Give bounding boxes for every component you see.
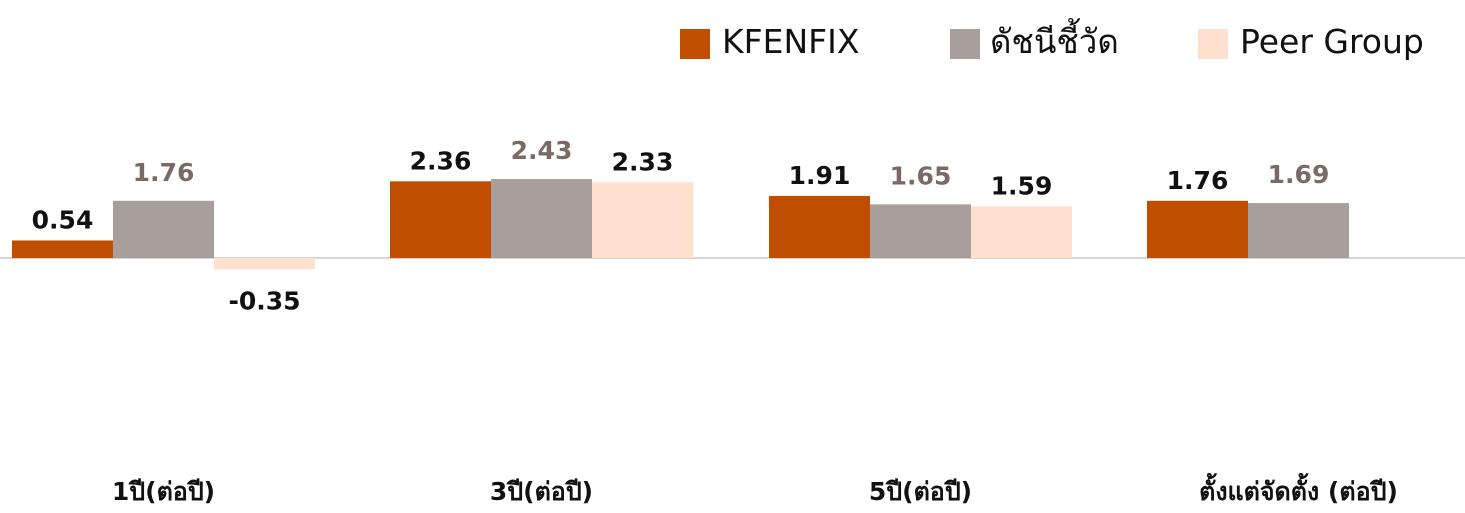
category-labels-group: 1ปี(ต่อปี) 3ปี(ต่อปี) 5ปี(ต่อปี) ตั้งแต่จัด… (112, 472, 1398, 506)
legend: KFENFIX ดัชนีชี้วัด Peer Group (680, 18, 1424, 61)
bar-kfenfix-3 (1147, 200, 1248, 258)
bar-peer-group-1 (592, 182, 693, 258)
value-label-benchmark-1: 2.43 (511, 136, 573, 165)
category-label-0: 1ปี(ต่อปี) (112, 477, 215, 506)
legend-label-peer-group: Peer Group (1240, 22, 1424, 61)
bar-peer-group-2 (971, 206, 1072, 258)
legend-swatch-benchmark (950, 29, 980, 59)
bar-benchmark-1 (491, 179, 592, 258)
value-label-kfenfix-0: 0.54 (32, 205, 94, 234)
value-label-kfenfix-1: 2.36 (410, 146, 472, 175)
category-label-3: ตั้งแต่จัดตั้ง (ต่อปี) (1199, 472, 1398, 506)
legend-swatch-kfenfix (680, 29, 710, 59)
bar-benchmark-2 (870, 204, 971, 258)
value-label-kfenfix-3: 1.76 (1167, 166, 1229, 195)
value-label-peer-group-0: -0.35 (228, 286, 300, 315)
category-label-2: 5ปี(ต่อปี) (869, 477, 972, 506)
bar-peer-group-0 (214, 258, 315, 270)
value-label-benchmark-0: 1.76 (133, 158, 195, 187)
value-label-kfenfix-2: 1.91 (789, 161, 851, 190)
value-label-peer-group-1: 2.33 (612, 147, 674, 176)
value-labels-group: 0.54 1.76 -0.35 2.36 2.43 2.33 1.91 1.65 1.59 1.7… (32, 136, 1330, 315)
value-label-peer-group-2: 1.59 (991, 171, 1053, 200)
bar-kfenfix-1 (390, 181, 491, 258)
legend-swatch-peer-group (1198, 29, 1228, 59)
bar-kfenfix-2 (769, 195, 870, 258)
bar-benchmark-0 (113, 200, 214, 258)
bar-benchmark-3 (1248, 203, 1349, 258)
category-label-1: 3ปี(ต่อปี) (490, 477, 593, 506)
bars-group (12, 179, 1349, 270)
bar-kfenfix-0 (12, 240, 113, 258)
legend-label-benchmark: ดัชนีชี้วัด (990, 18, 1119, 61)
legend-label-kfenfix: KFENFIX (722, 22, 859, 61)
value-label-benchmark-3: 1.69 (1268, 160, 1330, 189)
value-label-benchmark-2: 1.65 (890, 161, 952, 190)
